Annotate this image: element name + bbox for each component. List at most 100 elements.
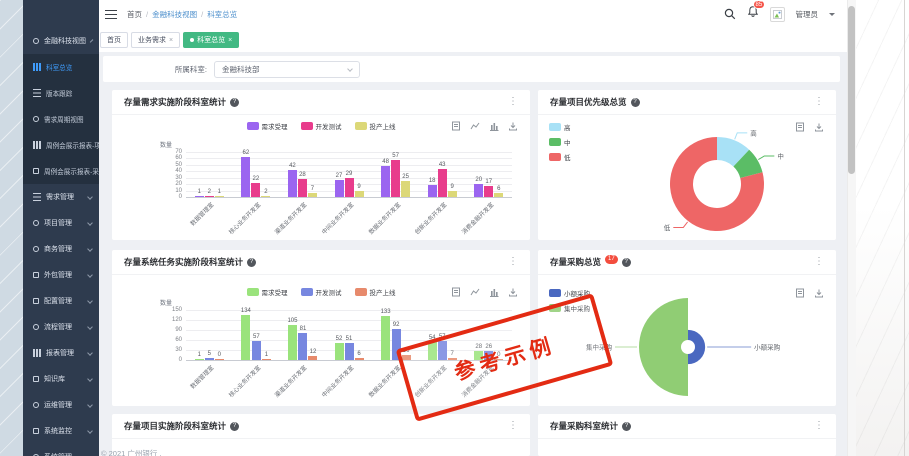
legend-item[interactable]: 小额采购 bbox=[549, 288, 590, 298]
data-view-icon[interactable] bbox=[795, 122, 805, 132]
breadcrumb-section[interactable]: 金融科技视图 bbox=[152, 9, 198, 19]
bar-value: 12 bbox=[309, 349, 317, 355]
donut-slice[interactable] bbox=[733, 149, 763, 179]
bar-group: 28 26 0 bbox=[465, 310, 512, 360]
y-axis-name: 数量 bbox=[160, 301, 173, 307]
bar-column: 133 bbox=[381, 309, 391, 360]
help-icon[interactable]: ? bbox=[247, 257, 257, 267]
bar-column: 29 bbox=[344, 171, 354, 197]
legend-swatch bbox=[549, 304, 561, 312]
sidebar-item[interactable]: 外包管理 bbox=[23, 262, 99, 288]
bar-value: 57 bbox=[253, 334, 260, 340]
help-icon[interactable]: ? bbox=[630, 97, 640, 107]
sidebar-subitem[interactable]: 周例会展示报表-采购 bbox=[23, 158, 99, 184]
sidebar-subitem[interactable]: 周例会展示报表-项目 bbox=[23, 132, 99, 158]
legend-item[interactable]: 投产上线 bbox=[354, 121, 396, 131]
sidebar-subitem[interactable]: 科室总览 bbox=[23, 54, 99, 80]
legend-item[interactable]: 高 bbox=[549, 122, 571, 132]
rose-slice[interactable] bbox=[639, 298, 688, 396]
sidebar-item[interactable]: 项目管理 bbox=[23, 210, 99, 236]
sidebar-item[interactable]: 流程管理 bbox=[23, 314, 99, 340]
rose-slice[interactable] bbox=[688, 329, 706, 365]
data-view-icon[interactable] bbox=[451, 121, 461, 131]
download-icon[interactable] bbox=[814, 288, 824, 298]
more-icon[interactable]: ⋮ bbox=[508, 420, 518, 431]
legend-item[interactable]: 开发测试 bbox=[300, 287, 342, 297]
data-view-icon[interactable] bbox=[795, 288, 805, 298]
data-view-icon[interactable] bbox=[451, 287, 461, 297]
tab-close-icon[interactable]: × bbox=[169, 36, 174, 44]
sidebar-item[interactable]: 配置管理 bbox=[23, 288, 99, 314]
help-icon[interactable]: ? bbox=[230, 97, 240, 107]
notifications[interactable]: 85 bbox=[747, 0, 766, 23]
gridline bbox=[186, 310, 512, 311]
legend-item[interactable]: 需求受理 bbox=[246, 287, 288, 297]
sidebar-item-label: 系统监控 bbox=[44, 428, 72, 435]
bar-value: 134 bbox=[240, 308, 251, 315]
sidebar-item-label: 需求周期视图 bbox=[44, 117, 84, 124]
more-icon[interactable]: ⋮ bbox=[508, 96, 518, 107]
breadcrumb-home[interactable]: 首页 bbox=[127, 9, 142, 19]
more-icon[interactable]: ⋮ bbox=[508, 256, 518, 267]
donut-slice[interactable] bbox=[670, 137, 764, 231]
bar-column: 7 bbox=[307, 186, 317, 197]
sidebar-item[interactable]: 知识库 bbox=[23, 366, 99, 392]
avatar[interactable] bbox=[769, 6, 785, 22]
sidebar-item[interactable]: 运维管理 bbox=[23, 392, 99, 418]
filter-label: 所属科室: bbox=[174, 64, 207, 74]
more-icon[interactable]: ⋮ bbox=[814, 256, 824, 267]
legend-item[interactable]: 中 bbox=[549, 137, 571, 147]
sidebar-item[interactable]: 报表管理 bbox=[23, 340, 99, 366]
sidebar-subitem[interactable]: 版本跟踪 bbox=[23, 80, 99, 106]
legend-swatch bbox=[354, 288, 367, 296]
bar-group: 27 29 9 bbox=[326, 152, 373, 197]
gridline bbox=[186, 340, 512, 341]
tab-item[interactable]: 业务需求 × bbox=[131, 32, 181, 48]
download-icon[interactable] bbox=[814, 122, 824, 132]
bar-chart-icon bbox=[33, 141, 41, 149]
more-icon[interactable]: ⋮ bbox=[814, 420, 824, 431]
tab-item[interactable]: 首页 bbox=[100, 32, 128, 48]
tab-close-icon[interactable]: × bbox=[228, 36, 233, 44]
legend-item[interactable]: 开发测试 bbox=[300, 121, 342, 131]
help-icon[interactable]: ? bbox=[230, 421, 240, 431]
y-tick-label: 30 bbox=[175, 347, 182, 353]
legend-item[interactable]: 低 bbox=[549, 152, 571, 162]
donut-slice[interactable] bbox=[717, 137, 750, 167]
more-icon[interactable]: ⋮ bbox=[814, 96, 824, 107]
y-tick-label: 50 bbox=[175, 161, 182, 168]
sidebar-item[interactable]: 系统管理 bbox=[23, 444, 99, 456]
sidebar-item[interactable]: 系统监控 bbox=[23, 418, 99, 444]
breadcrumb-separator: / bbox=[201, 9, 204, 19]
sidebar-item[interactable]: 金融科技视图 bbox=[23, 28, 99, 54]
department-select[interactable]: 金融科技部 bbox=[214, 60, 360, 78]
sidebar-item[interactable]: 商务管理 bbox=[23, 236, 99, 262]
download-icon[interactable] bbox=[508, 287, 518, 297]
line-chart-toggle-icon[interactable] bbox=[470, 287, 480, 297]
bar-value: 105 bbox=[287, 318, 298, 324]
username[interactable]: 管理员 bbox=[795, 9, 819, 19]
sidebar-item-label: 需求管理 bbox=[46, 194, 74, 201]
hamburger-icon[interactable] bbox=[105, 9, 117, 19]
bar-chart-toggle-icon[interactable] bbox=[489, 287, 499, 297]
help-icon[interactable]: ? bbox=[622, 421, 632, 431]
sidebar-item[interactable]: 需求管理 bbox=[23, 184, 99, 210]
legend-item[interactable]: 需求受理 bbox=[246, 121, 288, 131]
y-tick-label: 120 bbox=[171, 317, 182, 323]
tab-active[interactable]: 科室总览 × bbox=[183, 32, 240, 48]
bar-chart-toggle-icon[interactable] bbox=[489, 121, 499, 131]
scrollbar-thumb[interactable] bbox=[848, 6, 855, 174]
help-icon[interactable]: ? bbox=[621, 257, 631, 267]
breadcrumb-current[interactable]: 科室总览 bbox=[207, 9, 238, 19]
download-icon[interactable] bbox=[508, 121, 518, 131]
search-icon[interactable] bbox=[724, 8, 736, 20]
line-chart-toggle-icon[interactable] bbox=[470, 121, 480, 131]
legend-item[interactable]: 投产上线 bbox=[354, 287, 396, 297]
bar bbox=[344, 178, 354, 197]
bar-column: 18 bbox=[427, 178, 437, 197]
user-menu-caret-icon[interactable] bbox=[829, 12, 835, 16]
legend-item[interactable]: 集中采购 bbox=[549, 303, 590, 313]
sidebar-subitem[interactable]: 需求周期视图 bbox=[23, 106, 99, 132]
scrollbar-track[interactable] bbox=[847, 0, 856, 456]
